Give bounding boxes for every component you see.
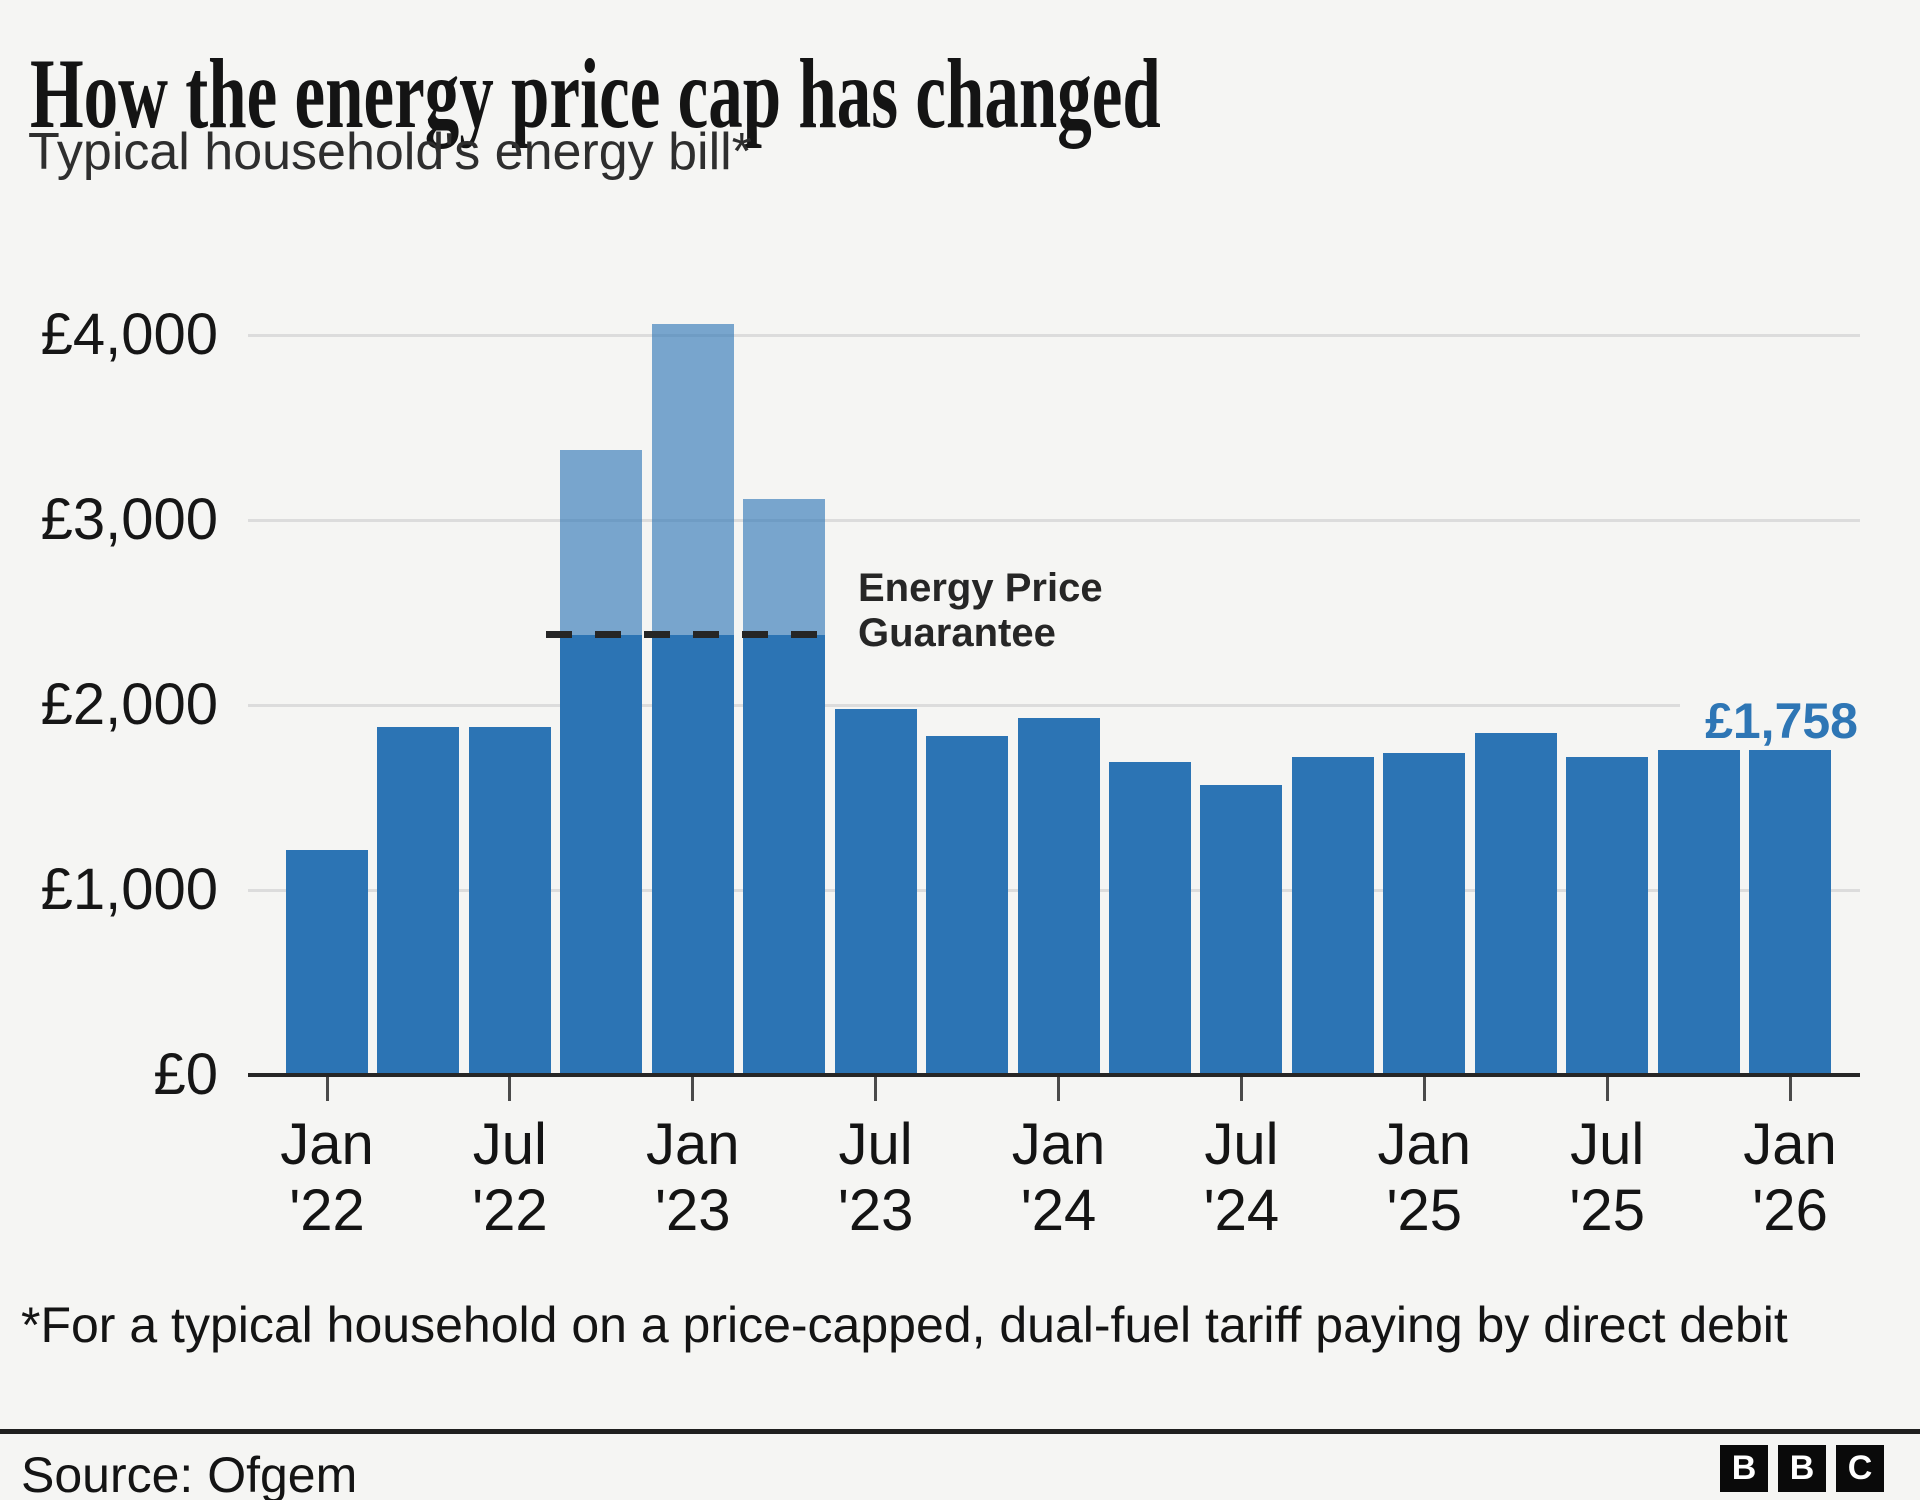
energy-price-guarantee-label-line1: Energy Price [858,566,1103,610]
bar-jul25 [1566,756,1649,1075]
bar-oct25 [1657,750,1740,1075]
bar-segment-above-guarantee [743,498,826,635]
gridline-3000 [248,519,1860,522]
bar-jul23 [834,709,917,1075]
source-label: Source: Ofgem [21,1447,358,1500]
x-tick-label: Jul '24 [1203,1112,1280,1243]
energy-price-guarantee-line [546,631,829,638]
bar-segment-above-guarantee [560,449,643,635]
footnote: *For a typical household on a price-capp… [21,1297,1788,1353]
bar-segment-capped [1566,756,1649,1075]
bbc-logo-block: B [1720,1445,1768,1492]
bar-segment-capped [1108,762,1191,1075]
bar-segment-capped [1657,750,1740,1075]
latest-value-label: £1,758 [1705,693,1858,749]
bar-jan26 [1749,749,1832,1075]
x-tick [1239,1077,1243,1101]
gridline-4000 [248,334,1860,337]
bar-segment-capped [1474,732,1557,1075]
energy-price-guarantee-label-line2: Guarantee [858,611,1056,655]
x-tick-label: Jan '22 [280,1112,374,1243]
bar-oct23 [926,735,1009,1075]
bar-segment-capped [560,634,643,1075]
y-tick-label: £4,000 [40,302,218,367]
bar-segment-capped [1383,753,1466,1075]
x-tick [691,1077,695,1101]
bar-apr23 [743,498,826,1075]
footer-divider [0,1429,1920,1434]
bar-jan25 [1383,753,1466,1075]
bbc-logo-block: C [1836,1445,1884,1492]
gridline-2000 [248,704,1680,707]
bar-segment-capped [651,634,734,1075]
x-tick [1057,1077,1061,1101]
bar-jan22 [286,850,368,1075]
y-tick-label: £1,000 [40,857,218,922]
x-tick [508,1077,512,1101]
x-tick-label: Jan '26 [1743,1112,1837,1243]
x-tick-label: Jul '23 [837,1112,914,1243]
bar-segment-capped [926,735,1009,1075]
bar-segment-capped [468,727,551,1075]
bar-oct24 [1291,757,1374,1075]
bar-segment-capped [377,727,460,1075]
bar-segment-capped [1017,718,1100,1075]
bar-segment-capped [1200,784,1283,1075]
x-tick-label: Jan '23 [645,1112,740,1243]
x-tick-label: Jan '24 [1011,1112,1106,1243]
bar-segment-capped [834,709,917,1075]
bar-jan23 [651,324,734,1075]
chart-subtitle: Typical household's energy bill* [28,123,752,181]
x-tick-label: Jul '22 [472,1112,548,1243]
bar-apr22 [377,727,460,1075]
x-tick [1422,1077,1426,1101]
x-tick-label: Jan '25 [1377,1112,1472,1243]
chart-title: How the energy price cap has changed [30,38,1161,149]
bar-jul22 [468,727,551,1075]
x-tick-label: Jul '25 [1569,1112,1645,1243]
bar-segment-capped [1749,749,1832,1075]
y-tick-label: £3,000 [40,487,218,552]
x-tick [325,1077,329,1101]
y-tick-label: £2,000 [40,672,218,737]
bar-jul24 [1200,784,1283,1075]
bar-segment-capped [286,850,368,1075]
bar-apr25 [1474,732,1557,1075]
x-tick [874,1077,878,1101]
y-tick-label: £0 [153,1042,218,1107]
x-axis-line [248,1073,1860,1077]
bar-segment-above-guarantee [651,324,734,635]
x-tick [1788,1077,1792,1101]
bar-oct22 [560,449,643,1075]
x-tick [1605,1077,1609,1101]
bar-segment-capped [1291,757,1374,1075]
bar-segment-capped [743,634,826,1075]
bar-jan24 [1017,718,1100,1075]
bbc-logo-block: B [1778,1445,1826,1492]
bar-apr24 [1108,762,1191,1075]
energy-price-guarantee-label: Energy Price Guarantee [858,566,1103,656]
